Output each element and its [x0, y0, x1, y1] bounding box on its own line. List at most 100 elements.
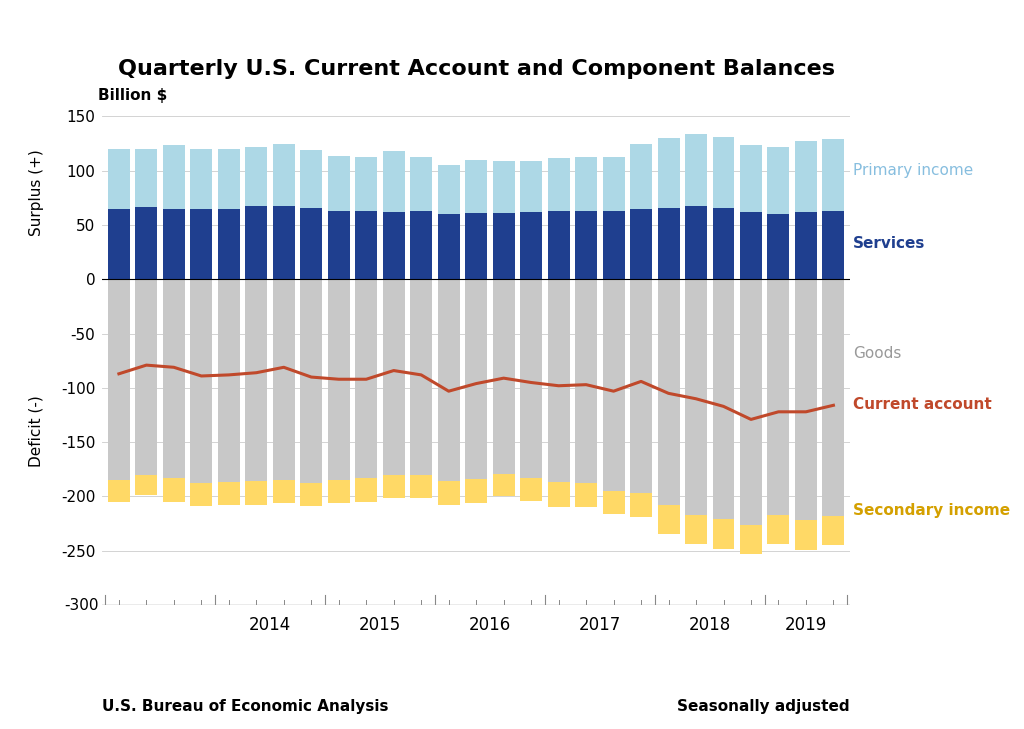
Bar [300, 150, 323, 208]
Bar [822, 279, 845, 516]
Bar [190, 279, 212, 483]
Bar [135, 149, 158, 206]
Bar [272, 480, 295, 503]
Bar [713, 208, 734, 279]
Bar [740, 525, 762, 554]
Text: Billion $: Billion $ [98, 88, 168, 104]
Bar [740, 279, 762, 525]
Bar [575, 279, 597, 483]
Bar [630, 144, 652, 208]
Bar [713, 519, 734, 549]
Bar [411, 211, 432, 279]
Bar [355, 478, 377, 502]
Bar [135, 475, 158, 496]
Bar [548, 157, 569, 211]
Bar [246, 279, 267, 481]
Text: Goods: Goods [853, 346, 901, 361]
Bar [163, 279, 185, 478]
Bar [602, 279, 625, 491]
Bar [767, 214, 790, 279]
Bar [437, 165, 460, 214]
Bar [465, 160, 487, 213]
Bar [411, 279, 432, 475]
Bar [657, 279, 680, 505]
Text: 2018: 2018 [688, 616, 731, 634]
Bar [575, 211, 597, 279]
Bar [465, 213, 487, 279]
Text: Surplus (+): Surplus (+) [29, 149, 44, 236]
Bar [602, 211, 625, 279]
Bar [822, 139, 845, 211]
Bar [328, 480, 350, 503]
Text: 2019: 2019 [784, 616, 827, 634]
Text: Deficit (-): Deficit (-) [29, 395, 44, 467]
Bar [520, 478, 542, 501]
Text: Primary income: Primary income [853, 163, 973, 179]
Bar [328, 279, 350, 480]
Bar [383, 212, 404, 279]
Bar [355, 279, 377, 478]
Bar [411, 157, 432, 211]
Bar [218, 483, 240, 505]
Bar [383, 151, 404, 212]
Text: 2016: 2016 [469, 616, 511, 634]
Bar [246, 206, 267, 279]
Bar [135, 279, 158, 475]
Bar [190, 208, 212, 279]
Bar [657, 139, 680, 208]
Bar [355, 157, 377, 211]
Bar [437, 214, 460, 279]
Bar [795, 521, 817, 550]
Bar [383, 475, 404, 498]
Bar [657, 505, 680, 534]
Bar [108, 279, 130, 480]
Bar [767, 515, 790, 545]
Bar [246, 147, 267, 206]
Bar [163, 145, 185, 208]
Text: 2017: 2017 [579, 616, 621, 634]
Bar [108, 480, 130, 502]
Bar [822, 516, 845, 545]
Bar [218, 208, 240, 279]
Text: Secondary income: Secondary income [853, 503, 1010, 518]
Bar [218, 279, 240, 483]
Bar [190, 483, 212, 506]
Bar [300, 208, 323, 279]
Bar [493, 161, 515, 213]
Bar [630, 208, 652, 279]
Bar [218, 149, 240, 208]
Bar [685, 206, 707, 279]
Bar [795, 279, 817, 521]
Bar [602, 491, 625, 514]
Bar [740, 145, 762, 212]
Bar [520, 161, 542, 212]
Bar [767, 147, 790, 214]
Bar [520, 279, 542, 478]
Bar [575, 483, 597, 507]
Text: Current account: Current account [853, 397, 991, 412]
Bar [411, 475, 432, 498]
Bar [548, 279, 569, 483]
Text: U.S. Bureau of Economic Analysis: U.S. Bureau of Economic Analysis [102, 699, 389, 714]
Bar [272, 144, 295, 206]
Bar [822, 211, 845, 279]
Bar [630, 279, 652, 494]
Bar [713, 137, 734, 208]
Bar [355, 211, 377, 279]
Text: Services: Services [853, 236, 925, 251]
Bar [300, 483, 323, 506]
Text: -300: -300 [63, 598, 98, 612]
Bar [108, 208, 130, 279]
Bar [795, 212, 817, 279]
Bar [272, 206, 295, 279]
Bar [383, 279, 404, 475]
Bar [520, 212, 542, 279]
Bar [548, 483, 569, 507]
Bar [685, 515, 707, 545]
Text: 2014: 2014 [249, 616, 291, 634]
Bar [328, 211, 350, 279]
Bar [493, 279, 515, 474]
Bar [437, 481, 460, 505]
Bar [630, 494, 652, 517]
Bar [246, 481, 267, 505]
